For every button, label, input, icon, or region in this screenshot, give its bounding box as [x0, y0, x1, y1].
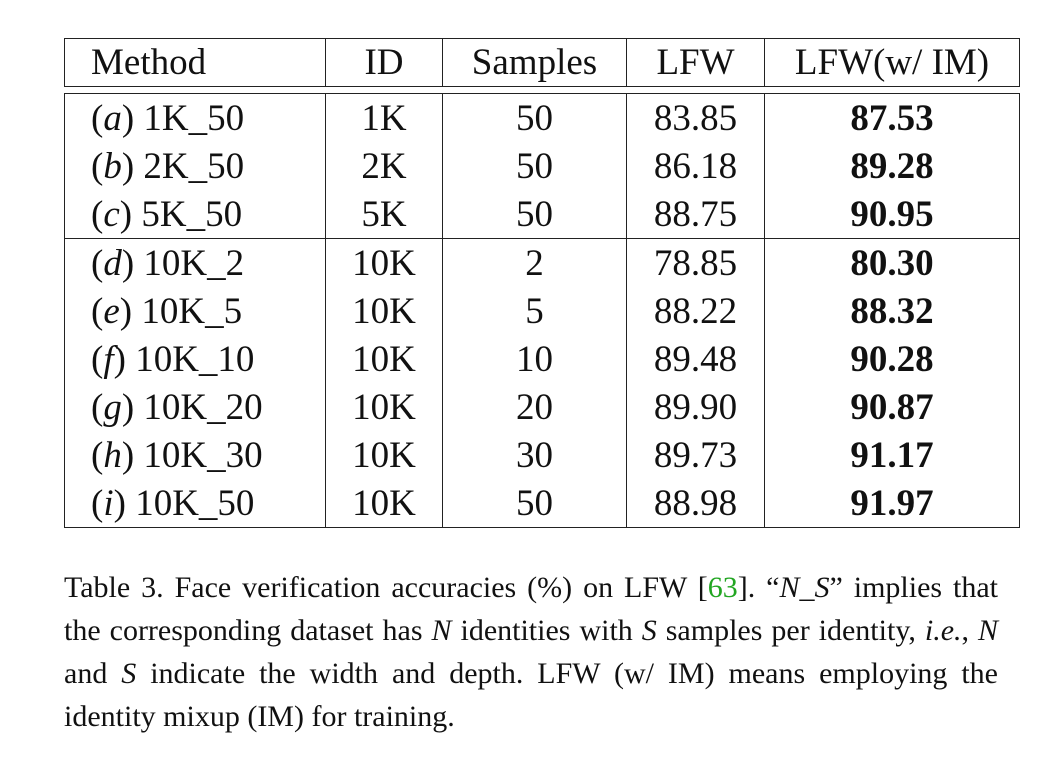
- lfw-cell: 88.98: [626, 479, 765, 528]
- method-letter: g: [103, 386, 122, 428]
- lfw-im-cell: 87.53: [764, 93, 1020, 142]
- lfw-cell: 86.18: [626, 142, 765, 190]
- header-lfw: LFW: [626, 38, 765, 87]
- table-row: (b) 2K_50 2K 50 86.18 89.28: [64, 142, 1020, 190]
- method-letter: d: [103, 242, 122, 284]
- header-id: ID: [325, 38, 443, 87]
- method-name: 1K_50: [143, 97, 245, 139]
- method-letter: c: [103, 193, 120, 235]
- method-cell: (b) 2K_50: [64, 142, 326, 190]
- samples-cell: 30: [442, 431, 627, 479]
- method-letter: a: [103, 97, 122, 139]
- id-cell: 10K: [325, 238, 443, 287]
- method-letter: h: [103, 434, 122, 476]
- lfw-im-cell: 91.97: [764, 479, 1020, 528]
- caption-text: ” implies that the corresponding dataset…: [64, 571, 998, 647]
- lfw-cell: 88.22: [626, 287, 765, 335]
- table-row: (i) 10K_50 10K 50 88.98 91.97: [64, 479, 1020, 528]
- samples-cell: 50: [442, 190, 627, 239]
- caption-text: samples per identity,: [656, 614, 925, 647]
- caption-text: ]. “: [737, 571, 780, 604]
- method-letter: e: [103, 290, 120, 332]
- method-cell: (f) 10K_10: [64, 335, 326, 383]
- results-table: Method ID Samples LFW LFW(w/ IM) (a) 1K_…: [64, 38, 1020, 528]
- lfw-im-cell: 80.30: [764, 238, 1020, 287]
- table-row: (h) 10K_30 10K 30 89.73 91.17: [64, 431, 1020, 479]
- samples-cell: 50: [442, 479, 627, 528]
- table-header-row: Method ID Samples LFW LFW(w/ IM): [64, 38, 1020, 87]
- table-row: (g) 10K_20 10K 20 89.90 90.87: [64, 383, 1020, 431]
- header-samples: Samples: [442, 38, 627, 87]
- table-row: (d) 10K_2 10K 2 78.85 80.30: [64, 238, 1020, 287]
- method-name: 10K_5: [141, 290, 243, 332]
- caption-math: N: [978, 614, 999, 647]
- table-row: (f) 10K_10 10K 10 89.48 90.28: [64, 335, 1020, 383]
- lfw-im-cell: 90.95: [764, 190, 1020, 239]
- method-name: 2K_50: [143, 145, 245, 187]
- method-name: 10K_10: [135, 338, 255, 380]
- lfw-cell: 89.48: [626, 335, 765, 383]
- caption-text: indicate the width and depth. LFW (w/ IM…: [64, 657, 998, 733]
- header-gap: [65, 87, 1020, 94]
- table-row: (e) 10K_5 10K 5 88.22 88.32: [64, 287, 1020, 335]
- method-letter: f: [103, 338, 114, 380]
- method-cell: (c) 5K_50: [64, 190, 326, 239]
- method-name: 5K_50: [141, 193, 243, 235]
- caption-math: S: [121, 657, 137, 690]
- lfw-im-cell: 91.17: [764, 431, 1020, 479]
- lfw-cell: 83.85: [626, 93, 765, 142]
- table-row: (c) 5K_50 5K 50 88.75 90.95: [64, 190, 1020, 239]
- id-cell: 10K: [325, 335, 443, 383]
- caption-text: and: [64, 657, 122, 690]
- caption-label: Table 3.: [64, 571, 164, 604]
- id-cell: 1K: [325, 93, 443, 142]
- caption-math: N: [431, 614, 452, 647]
- method-letter: b: [103, 145, 122, 187]
- caption-text: identities with: [451, 614, 642, 647]
- table-row: (a) 1K_50 1K 50 83.85 87.53: [64, 93, 1020, 142]
- samples-cell: 2: [442, 238, 627, 287]
- method-cell: (e) 10K_5: [64, 287, 326, 335]
- samples-cell: 20: [442, 383, 627, 431]
- method-name: 10K_50: [135, 482, 255, 524]
- lfw-cell: 88.75: [626, 190, 765, 239]
- lfw-im-cell: 88.32: [764, 287, 1020, 335]
- caption-ie: i.e.: [924, 614, 962, 647]
- lfw-im-cell: 90.28: [764, 335, 1020, 383]
- samples-cell: 50: [442, 142, 627, 190]
- id-cell: 10K: [325, 287, 443, 335]
- lfw-im-cell: 90.87: [764, 383, 1020, 431]
- lfw-cell: 89.90: [626, 383, 765, 431]
- method-name: 10K_2: [143, 242, 245, 284]
- table-caption: Table 3. Face verification accuracies (%…: [64, 566, 998, 738]
- caption-math: S: [641, 614, 657, 647]
- method-cell: (a) 1K_50: [64, 93, 326, 142]
- method-name: 10K_30: [143, 434, 263, 476]
- caption-text: Face verification accuracies (%) on LFW …: [163, 571, 708, 604]
- samples-cell: 10: [442, 335, 627, 383]
- id-cell: 2K: [325, 142, 443, 190]
- lfw-cell: 78.85: [626, 238, 765, 287]
- samples-cell: 50: [442, 93, 627, 142]
- method-cell: (d) 10K_2: [64, 238, 326, 287]
- method-cell: (h) 10K_30: [64, 431, 326, 479]
- method-letter: i: [103, 482, 114, 524]
- method-cell: (i) 10K_50: [64, 479, 326, 528]
- method-name: 10K_20: [143, 386, 263, 428]
- samples-cell: 5: [442, 287, 627, 335]
- citation-link[interactable]: 63: [707, 571, 738, 604]
- id-cell: 10K: [325, 431, 443, 479]
- lfw-cell: 89.73: [626, 431, 765, 479]
- method-cell: (g) 10K_20: [64, 383, 326, 431]
- id-cell: 10K: [325, 383, 443, 431]
- id-cell: 10K: [325, 479, 443, 528]
- caption-text: ,: [961, 614, 978, 647]
- lfw-im-cell: 89.28: [764, 142, 1020, 190]
- id-cell: 5K: [325, 190, 443, 239]
- header-method: Method: [64, 38, 326, 87]
- header-lfw-im: LFW(w/ IM): [764, 38, 1020, 87]
- caption-math: N_S: [779, 571, 830, 604]
